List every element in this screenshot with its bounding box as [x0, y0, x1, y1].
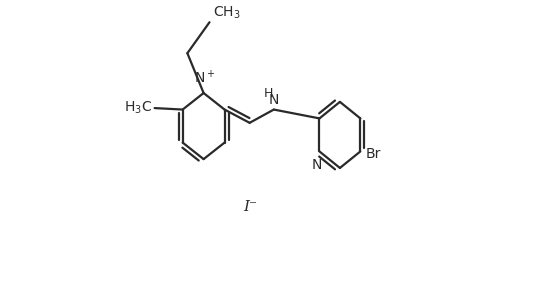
Text: $\mathsf{CH_3}$: $\mathsf{CH_3}$: [213, 4, 241, 21]
Text: H: H: [264, 87, 273, 100]
Text: N: N: [268, 93, 279, 107]
Text: $\mathsf{H_3C}$: $\mathsf{H_3C}$: [124, 100, 152, 116]
Text: $\mathsf{N^+}$: $\mathsf{N^+}$: [194, 69, 216, 87]
Text: I⁻: I⁻: [243, 200, 257, 214]
Text: Br: Br: [366, 147, 381, 161]
Text: N: N: [311, 158, 322, 172]
